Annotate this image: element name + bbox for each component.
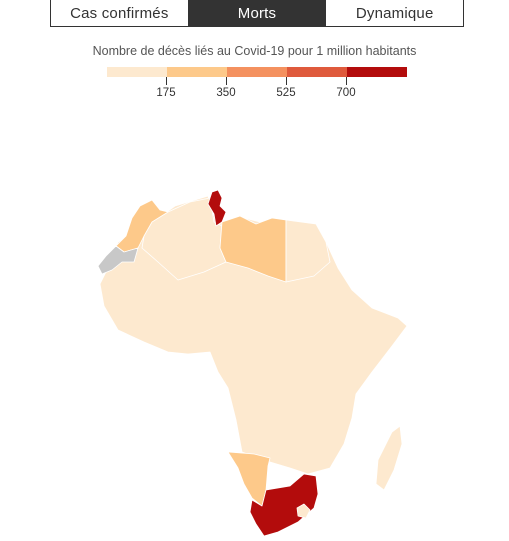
region-lesotho[interactable] bbox=[296, 503, 311, 519]
legend-tick-175 bbox=[166, 77, 167, 85]
legend-tick-700 bbox=[346, 77, 347, 85]
legend-swatch-1 bbox=[167, 67, 227, 77]
legend-swatch-0 bbox=[107, 67, 167, 77]
region-madagascar[interactable] bbox=[375, 425, 403, 491]
metric-tabs: Cas confirmés Morts Dynamique bbox=[50, 0, 464, 27]
tab-dynamique[interactable]: Dynamique bbox=[325, 0, 463, 26]
legend-ticks bbox=[107, 77, 407, 87]
legend-swatch-4 bbox=[347, 67, 407, 77]
tab-cas-confirmes[interactable]: Cas confirmés bbox=[70, 4, 169, 22]
color-legend bbox=[107, 67, 407, 77]
region-egypt[interactable] bbox=[285, 219, 331, 283]
tab-morts[interactable]: Morts bbox=[187, 0, 326, 26]
legend-label-525: 525 bbox=[276, 87, 296, 99]
legend-swatch-2 bbox=[227, 67, 287, 77]
legend-label-350: 350 bbox=[216, 87, 236, 99]
legend-label-175: 175 bbox=[156, 87, 176, 99]
region-tunisia[interactable] bbox=[207, 189, 227, 227]
legend-swatch-3 bbox=[287, 67, 347, 77]
legend-title: Nombre de décès liés au Covid-19 pour 1 … bbox=[92, 44, 417, 58]
legend-tick-350 bbox=[226, 77, 227, 85]
legend-label-700: 700 bbox=[336, 87, 356, 99]
region-south-africa[interactable] bbox=[249, 473, 319, 537]
legend-labels: 175 350 525 700 bbox=[107, 87, 407, 101]
legend-tick-525 bbox=[286, 77, 287, 85]
region-western-sahara[interactable] bbox=[97, 245, 139, 275]
